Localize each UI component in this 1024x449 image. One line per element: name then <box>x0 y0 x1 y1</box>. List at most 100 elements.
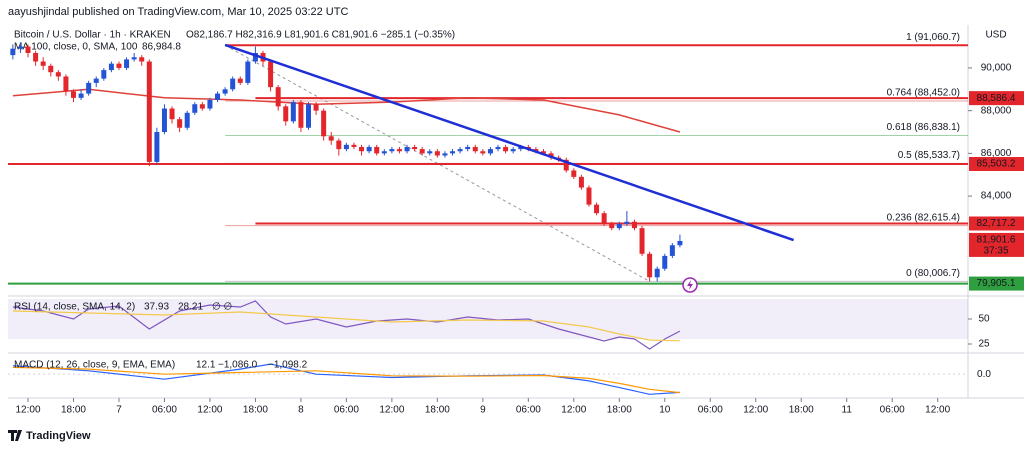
x-tick-label: 06:00 <box>880 405 905 416</box>
candle-body <box>654 268 660 278</box>
candle-body <box>199 104 205 109</box>
x-tick-label: 18:00 <box>61 405 86 416</box>
y-tick-label: 90,000 <box>981 63 1012 74</box>
sma-legend: MA 100, close, 0, SMA, 100 <box>14 42 138 53</box>
fib-label: 0.618 (86,838.1) <box>887 122 960 133</box>
level-price-box <box>969 156 1024 171</box>
x-tick-label: 18:00 <box>425 405 450 416</box>
macd-legend-value: −1,086.0 <box>218 360 258 371</box>
candle-body <box>93 78 99 83</box>
last-price-label: 81,901.6 <box>977 235 1016 246</box>
x-tick-label: 12:00 <box>925 405 950 416</box>
x-tick-label: 12:00 <box>743 405 768 416</box>
candle-body <box>624 221 630 224</box>
candle-body <box>404 146 410 152</box>
sma-line <box>12 88 681 133</box>
candle-body <box>321 110 327 137</box>
sma-value: 86,984.8 <box>142 42 181 53</box>
candle-body <box>540 151 546 154</box>
level-price-label: 88,586.4 <box>977 93 1016 104</box>
candle-body <box>450 151 456 154</box>
candle-body <box>48 65 54 73</box>
macd-tick-label: 0.0 <box>977 369 991 380</box>
candle-body <box>25 46 31 53</box>
candle-body <box>647 253 653 278</box>
x-tick-label: 06:00 <box>334 405 359 416</box>
candle-body <box>465 146 471 150</box>
level-price-box <box>969 91 1024 106</box>
candle-body <box>124 59 130 68</box>
candle-body <box>503 146 509 152</box>
candle-body <box>313 104 319 111</box>
candle-body <box>631 221 637 229</box>
candle-body <box>563 159 569 171</box>
x-tick-label: 10 <box>659 405 671 416</box>
candle-body <box>116 63 122 68</box>
rsi-line <box>12 310 680 342</box>
candle-body <box>328 136 334 141</box>
candle-body <box>275 87 281 107</box>
candle-body <box>139 57 145 62</box>
candle-body <box>442 153 448 156</box>
candle-body <box>594 204 600 214</box>
candle-body <box>17 46 23 49</box>
candle-body <box>237 78 243 83</box>
candle-body <box>472 146 478 152</box>
candle-body <box>351 144 357 147</box>
candle-body <box>495 146 501 150</box>
candle-body <box>434 151 440 156</box>
candle-body <box>616 223 622 229</box>
candle-body <box>533 149 539 152</box>
candle-body <box>662 255 668 269</box>
candle-body <box>487 149 493 154</box>
x-tick-label: 06:00 <box>516 405 541 416</box>
fib-label: 0.5 (85,533.7) <box>898 150 960 161</box>
candle-body <box>230 78 236 90</box>
candle-body <box>86 82 92 94</box>
x-tick-label: 18:00 <box>789 405 814 416</box>
x-tick-label: 12:00 <box>561 405 586 416</box>
candle-body <box>252 52 258 62</box>
candle-body <box>639 228 645 254</box>
candle-body <box>70 91 76 98</box>
candle-body <box>33 52 39 62</box>
candle-body <box>305 104 311 128</box>
y-tick-label: 86,000 <box>981 148 1012 159</box>
candle-body <box>215 93 221 100</box>
macd-line <box>12 366 680 394</box>
x-tick-label: 18:00 <box>243 405 268 416</box>
candle-body <box>359 146 365 152</box>
candle-body <box>177 119 183 128</box>
candle-body <box>457 149 463 152</box>
x-tick-label: 06:00 <box>698 405 723 416</box>
candle-body <box>222 89 228 94</box>
macd-legend: MACD (12, 26, close, 9, EMA, EMA) <box>14 360 175 371</box>
candle-body <box>609 223 615 229</box>
ohlc-readout: O82,186.7 H82,316.9 L81,901.6 C81,901.6 … <box>186 30 455 41</box>
footer-logo <box>8 430 22 441</box>
rsi-tick-label: 25 <box>978 339 990 350</box>
rsi-line <box>12 300 681 350</box>
x-tick-label: 7 <box>116 405 122 416</box>
candle-body <box>268 61 274 88</box>
candle-body <box>245 61 251 83</box>
candle-body <box>586 187 592 205</box>
footer-brand: TradingView <box>26 430 91 442</box>
fib-label: 1 (91,060.7) <box>906 32 960 43</box>
trendline <box>224 43 795 242</box>
candle-body <box>192 104 198 113</box>
candle-body <box>184 112 190 128</box>
candle-body <box>343 144 349 150</box>
alert-icon <box>682 277 698 293</box>
y-tick-label: 84,000 <box>981 191 1012 202</box>
candle-body <box>677 240 683 246</box>
fib-label: 0 (80,006.7) <box>906 268 960 279</box>
bar-countdown: 37:35 <box>983 246 1008 257</box>
fib-label: 0.236 (82,615.4) <box>887 212 960 223</box>
candle-body <box>146 61 152 162</box>
candle-body <box>55 72 61 77</box>
candle-body <box>108 63 114 71</box>
candle-body <box>63 76 69 92</box>
macd-legend-value: 12.1 <box>196 360 216 371</box>
